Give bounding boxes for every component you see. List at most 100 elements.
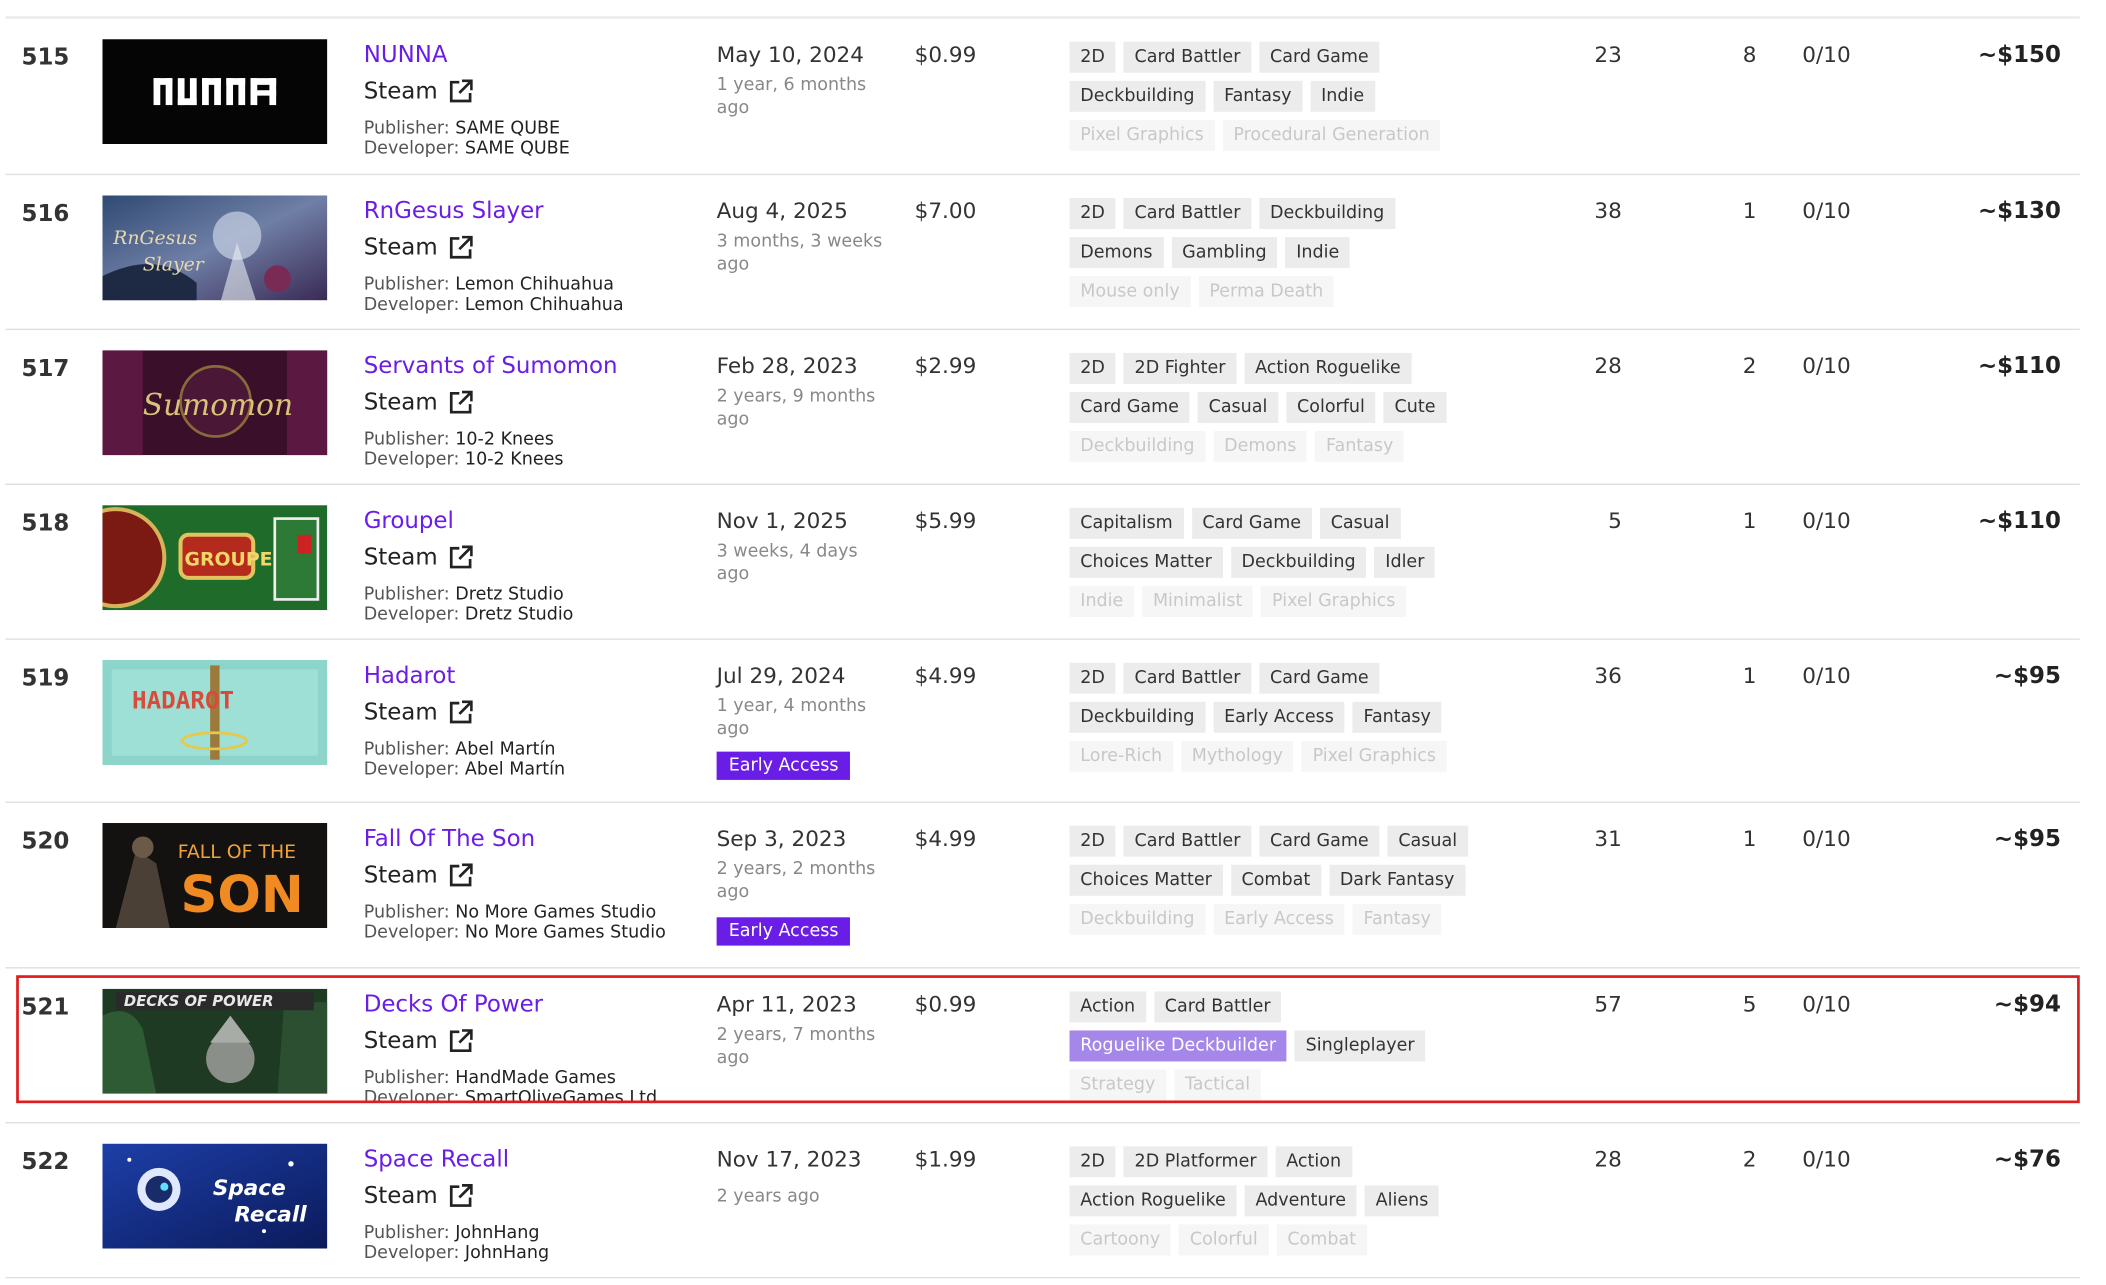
tag[interactable]: Cute <box>1383 391 1447 423</box>
publisher-name[interactable]: Dretz Studio <box>455 584 564 605</box>
tag[interactable]: Fantasy <box>1213 80 1303 112</box>
steam-link[interactable]: Steam <box>364 389 473 416</box>
tag[interactable]: Action Roguelike <box>1069 1185 1237 1217</box>
table-row[interactable]: 520 FALL OF THE SON Fall Of The Son Stea… <box>5 803 2080 969</box>
tag[interactable]: 2D Fighter <box>1123 352 1237 384</box>
tag[interactable]: Card Game <box>1259 825 1380 857</box>
game-title-link[interactable]: Decks Of Power <box>363 991 544 1019</box>
tag[interactable]: Deckbuilding <box>1230 546 1367 578</box>
table-row[interactable]: 516 RnGesus Slayer RnGesus Slayer Steam P… <box>5 175 2080 331</box>
tag[interactable]: 2D <box>1069 825 1116 857</box>
developer-name[interactable]: 10-2 Knees <box>464 449 564 471</box>
tag[interactable]: Pixel Graphics <box>1069 119 1215 151</box>
tag[interactable]: Aliens <box>1364 1185 1440 1217</box>
developer-name[interactable]: No More Games Studio <box>464 922 666 943</box>
tag[interactable]: Adventure <box>1244 1185 1357 1217</box>
game-thumbnail[interactable]: RnGesus Slayer <box>102 195 328 301</box>
tag[interactable]: Fantasy <box>1352 903 1442 935</box>
tag[interactable]: Casual <box>1319 507 1401 539</box>
tag[interactable]: Combat <box>1276 1224 1367 1256</box>
tag[interactable]: Colorful <box>1179 1224 1269 1256</box>
tag[interactable]: Action Roguelike <box>1244 352 1412 384</box>
table-row[interactable]: 522 Space Recall Space Recall Steam Publ… <box>5 1123 2080 1279</box>
game-title-link[interactable]: Space Recall <box>363 1146 510 1174</box>
tag[interactable]: Card Game <box>1191 507 1312 539</box>
tag[interactable]: Dark Fantasy <box>1329 864 1466 896</box>
game-thumbnail[interactable]: GROUPEL <box>102 505 328 611</box>
tag[interactable]: Deckbuilding <box>1069 701 1206 733</box>
developer-name[interactable]: SmartOliveGames Ltd <box>464 1088 658 1104</box>
game-title-link[interactable]: Hadarot <box>363 662 456 690</box>
steam-link[interactable]: Steam <box>364 699 473 726</box>
tag[interactable]: 2D <box>1069 352 1116 384</box>
tag-highlighted[interactable]: Roguelike Deckbuilder <box>1069 1030 1287 1062</box>
publisher-name[interactable]: SAME QUBE <box>455 118 561 139</box>
tag[interactable]: Action <box>1275 1146 1352 1178</box>
tag[interactable]: Casual <box>1197 391 1279 423</box>
tag[interactable]: Choices Matter <box>1069 546 1223 578</box>
tag[interactable]: Card Battler <box>1123 41 1252 73</box>
tag[interactable]: Fantasy <box>1352 701 1442 733</box>
tag[interactable]: Mouse only <box>1069 276 1191 308</box>
tag[interactable]: Idler <box>1374 546 1436 578</box>
tag[interactable]: Card Battler <box>1123 825 1252 857</box>
tag[interactable]: Indie <box>1285 237 1351 269</box>
tag[interactable]: Perma Death <box>1198 276 1335 308</box>
tag[interactable]: Card Battler <box>1123 662 1252 694</box>
publisher-name[interactable]: Lemon Chihuahua <box>455 274 614 295</box>
game-title-link[interactable]: RnGesus Slayer <box>363 198 544 225</box>
tag[interactable]: Combat <box>1230 864 1321 896</box>
table-row[interactable]: 518 GROUPEL Groupel Steam Publisher: Dre… <box>5 485 2080 640</box>
publisher-name[interactable]: JohnHang <box>455 1223 540 1244</box>
game-thumbnail[interactable]: HADAROT <box>102 660 328 766</box>
tag[interactable]: Deckbuilding <box>1259 198 1395 229</box>
game-title-link[interactable]: Servants of Sumomon <box>363 352 618 380</box>
tag[interactable]: Colorful <box>1286 391 1376 423</box>
tag[interactable]: Tactical <box>1174 1069 1261 1101</box>
game-thumbnail[interactable]: Sumomon <box>102 350 328 456</box>
game-title-link[interactable]: Groupel <box>363 507 454 535</box>
tag[interactable]: Deckbuilding <box>1069 80 1206 112</box>
game-thumbnail[interactable]: Space Recall <box>102 1143 328 1249</box>
tag[interactable]: Early Access <box>1213 701 1345 733</box>
tag[interactable]: Mythology <box>1180 740 1294 772</box>
table-row-highlighted[interactable]: 521 DECKS OF POWER Decks Of Power Steam … <box>5 968 2080 1124</box>
developer-name[interactable]: Dretz Studio <box>464 604 574 626</box>
tag[interactable]: Card Game <box>1069 391 1190 423</box>
tag[interactable]: Lore-Rich <box>1069 740 1173 772</box>
tag[interactable]: Cartoony <box>1069 1224 1171 1256</box>
tag[interactable]: 2D Platformer <box>1123 1146 1268 1178</box>
tag[interactable]: Minimalist <box>1142 585 1254 617</box>
game-thumbnail[interactable] <box>102 39 328 145</box>
tag[interactable]: Card Game <box>1259 662 1380 694</box>
tag[interactable]: Demons <box>1213 431 1308 463</box>
tag[interactable]: Choices Matter <box>1069 864 1223 896</box>
tag[interactable]: Gambling <box>1171 237 1278 269</box>
publisher-name[interactable]: HandMade Games <box>455 1068 616 1089</box>
tag[interactable]: Card Game <box>1259 41 1380 73</box>
game-thumbnail[interactable]: FALL OF THE SON <box>102 823 328 929</box>
tag[interactable]: Fantasy <box>1315 431 1405 463</box>
developer-name[interactable]: JohnHang <box>464 1243 550 1264</box>
tag[interactable]: Capitalism <box>1069 507 1184 539</box>
steam-link[interactable]: Steam <box>364 1183 473 1210</box>
tag[interactable]: 2D <box>1069 41 1116 73</box>
tag[interactable]: Singleplayer <box>1294 1030 1426 1062</box>
tag[interactable]: Indie <box>1310 80 1375 112</box>
steam-link[interactable]: Steam <box>364 78 473 105</box>
tag[interactable]: Casual <box>1387 825 1468 857</box>
tag[interactable]: 2D <box>1069 198 1116 229</box>
developer-name[interactable]: Abel Martín <box>464 759 566 780</box>
tag[interactable]: Card Battler <box>1123 198 1252 229</box>
tag[interactable]: Pixel Graphics <box>1301 740 1447 772</box>
table-row[interactable]: 515 NUNNA Steam Publisher: SAME QUBE Dev… <box>5 19 2080 176</box>
tag[interactable]: Card Battler <box>1154 991 1282 1023</box>
tag[interactable]: 2D <box>1069 662 1116 694</box>
table-row[interactable]: 517 Sumomon Servants of Sumomon Steam Pu… <box>5 330 2080 485</box>
steam-link[interactable]: Steam <box>364 862 473 889</box>
tag[interactable]: Indie <box>1069 585 1135 617</box>
publisher-name[interactable]: No More Games Studio <box>455 902 657 923</box>
developer-name[interactable]: Lemon Chihuahua <box>464 294 624 316</box>
tag[interactable]: Strategy <box>1069 1069 1167 1101</box>
table-row[interactable]: 519 HADAROT Hadarot Steam Publisher: Abe… <box>5 640 2080 803</box>
